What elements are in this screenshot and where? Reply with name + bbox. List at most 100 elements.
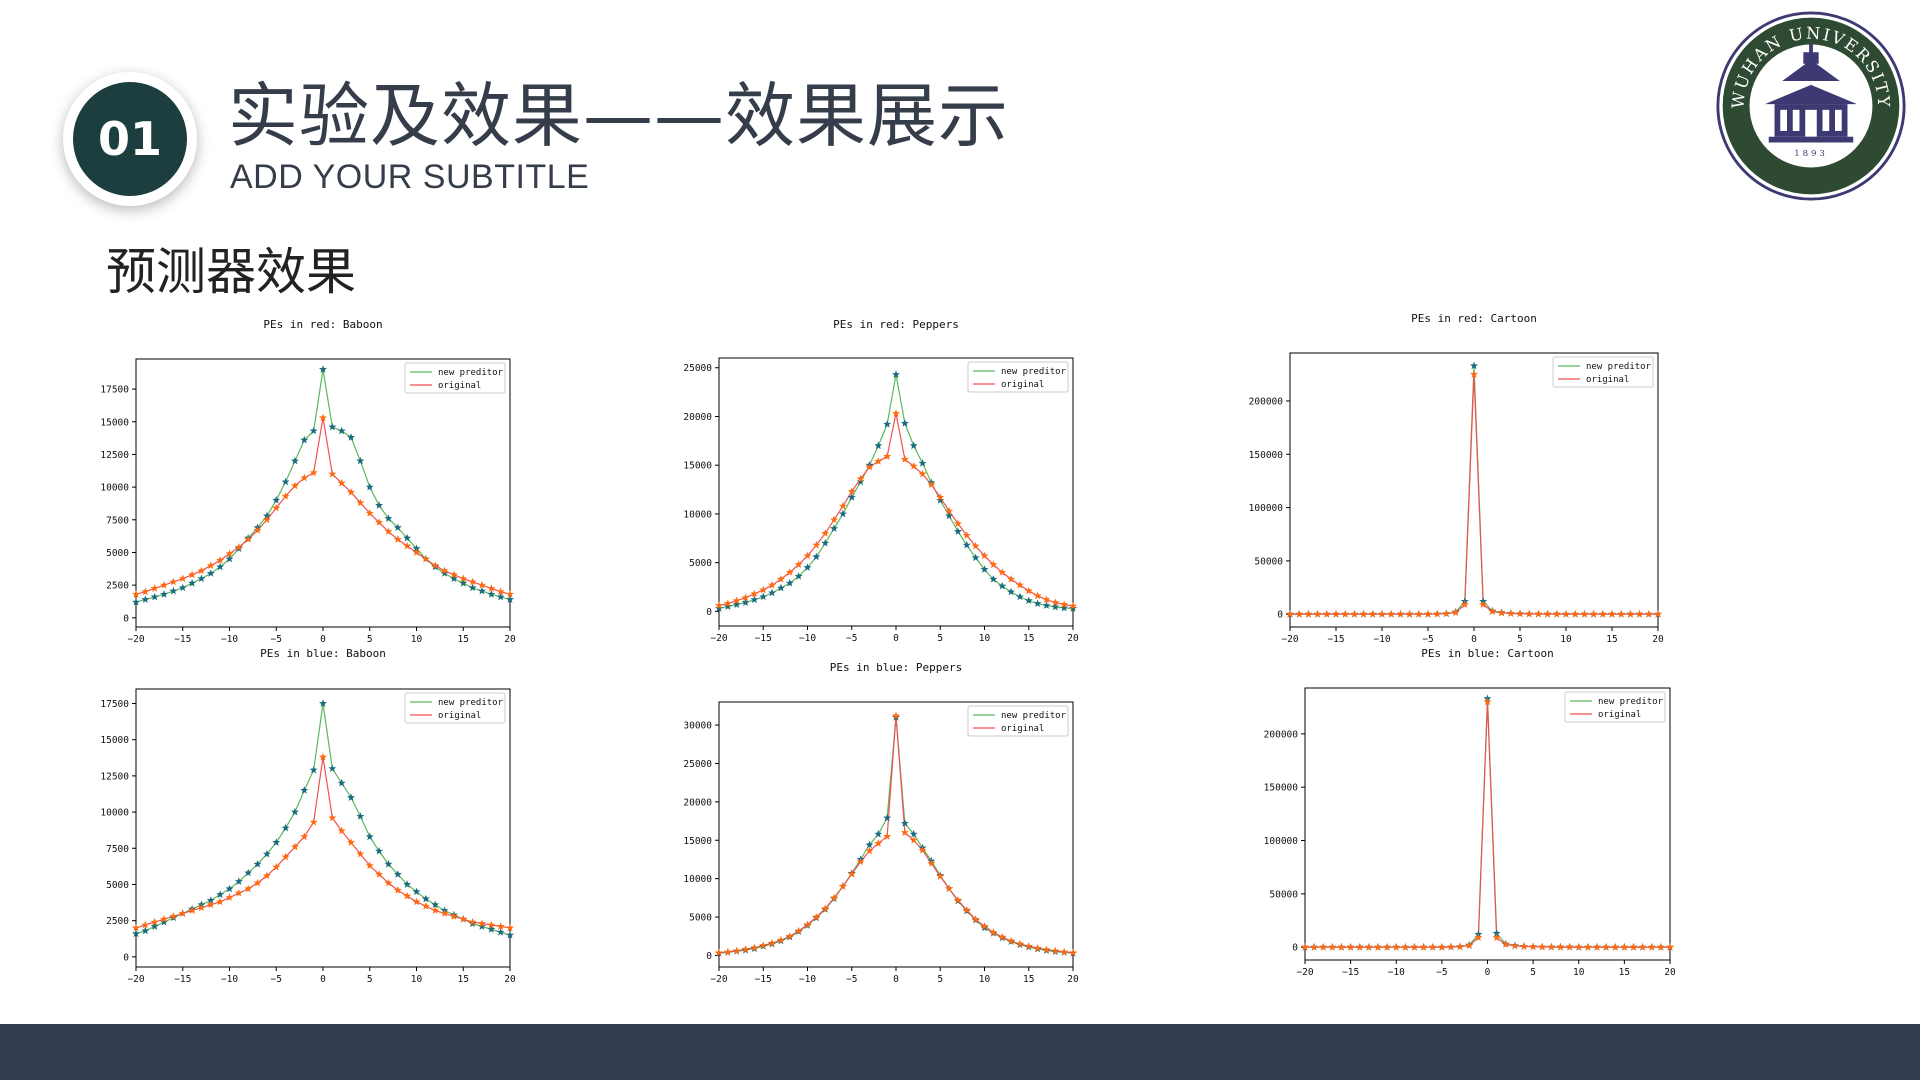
plot-frame: [1304, 687, 1671, 961]
data-point: [356, 456, 365, 465]
data-point: [319, 365, 327, 373]
data-point: [421, 901, 430, 910]
data-point: [865, 462, 874, 471]
x-tick-label: −20: [1281, 634, 1298, 645]
data-point: [1069, 601, 1077, 610]
x-tick-label: −10: [799, 633, 816, 644]
y-tick-label: 12500: [100, 450, 129, 461]
data-point: [468, 583, 477, 592]
data-point: [487, 584, 496, 592]
x-tick-label: 0: [1471, 634, 1477, 645]
chart-1: PEs in red: Baboon −20 −15 −10 −5 0 5 10 15 20 0 25…: [100, 318, 516, 645]
data-point: [1617, 610, 1626, 618]
chart-4: PEs in blue: Baboon −20 −15 −10 −5 0 5 10 15 20 0 2…: [100, 647, 516, 985]
data-point: [449, 570, 458, 579]
data-point: [1392, 943, 1401, 951]
data-point: [980, 922, 989, 930]
data-point: [732, 946, 741, 955]
data-point: [477, 586, 486, 595]
data-point: [253, 878, 262, 887]
y-tick-label: 10000: [683, 874, 712, 885]
x-tick-label: 0: [320, 974, 326, 985]
data-point: [723, 947, 732, 956]
data-point: [141, 595, 150, 603]
data-point: [1033, 943, 1042, 952]
data-point: [1051, 946, 1060, 955]
data-point: [1378, 610, 1386, 618]
data-point: [847, 487, 856, 495]
data-point: [262, 515, 271, 524]
x-tick-label: 10: [979, 633, 991, 644]
data-point: [1474, 933, 1483, 941]
data-point: [1346, 943, 1355, 951]
x-tick-label: 0: [320, 634, 326, 645]
y-tick-label: 0: [706, 951, 712, 962]
data-point: [883, 832, 892, 840]
x-tick-label: 15: [1606, 634, 1617, 645]
data-point: [1525, 609, 1534, 618]
data-point: [723, 602, 732, 610]
data-point: [1574, 943, 1583, 951]
data-point: [759, 941, 768, 949]
data-point: [225, 549, 234, 558]
plot-frame: [718, 701, 1074, 968]
x-tick-label: 5: [937, 633, 943, 644]
data-point: [253, 860, 262, 868]
data-point: [1301, 943, 1309, 951]
series-line-new-preditor: [718, 717, 1074, 954]
data-point: [741, 593, 750, 602]
data-point: [900, 819, 909, 827]
data-point: [459, 574, 468, 583]
data-point: [1580, 610, 1589, 618]
data-point: [847, 869, 856, 878]
data-point: [365, 482, 374, 491]
data-point: [206, 561, 215, 569]
data-point: [281, 477, 290, 486]
data-point: [865, 840, 874, 849]
data-point: [1060, 947, 1069, 956]
data-point: [262, 871, 271, 880]
data-point: [900, 455, 909, 463]
data-point: [449, 574, 458, 583]
data-point: [272, 503, 281, 512]
data-point: [741, 598, 750, 607]
data-point: [1007, 575, 1016, 583]
data-point: [365, 861, 374, 870]
x-tick-label: 10: [1573, 967, 1585, 978]
data-point: [216, 556, 225, 564]
x-tick-label: 20: [504, 974, 516, 985]
data-point: [1024, 942, 1033, 950]
x-tick-label: −15: [1327, 634, 1344, 645]
data-point: [1042, 595, 1051, 604]
data-point: [412, 544, 421, 552]
data-point: [431, 900, 440, 909]
data-point: [459, 915, 468, 923]
data-point: [1414, 610, 1423, 618]
data-point: [874, 441, 883, 450]
data-point: [1051, 598, 1060, 607]
data-point: [989, 575, 998, 583]
data-point: [1319, 943, 1328, 951]
data-point: [244, 868, 253, 877]
data-point: [477, 580, 486, 589]
x-tick-label: 0: [893, 974, 899, 985]
data-point: [1069, 604, 1077, 612]
data-point: [421, 554, 430, 563]
y-tick-label: 15000: [683, 461, 712, 472]
data-point: [909, 829, 918, 838]
legend-label: new preditor: [1586, 362, 1652, 372]
data-point: [1042, 945, 1051, 954]
data-point: [918, 459, 927, 467]
y-tick-label: 50000: [1269, 889, 1298, 900]
chart-legend: new preditor original: [967, 705, 1069, 737]
data-point: [1565, 942, 1574, 951]
data-point: [431, 906, 440, 914]
data-point: [980, 551, 989, 560]
y-tick-label: 17500: [100, 385, 129, 396]
data-point: [459, 579, 468, 587]
data-point: [178, 574, 187, 583]
data-point: [347, 838, 356, 846]
data-point: [1368, 610, 1377, 618]
data-point: [1419, 943, 1428, 951]
chart-5: PEs in blue: Peppers−20 −15 −10 −5 0 5 10 15 200…: [683, 661, 1079, 985]
